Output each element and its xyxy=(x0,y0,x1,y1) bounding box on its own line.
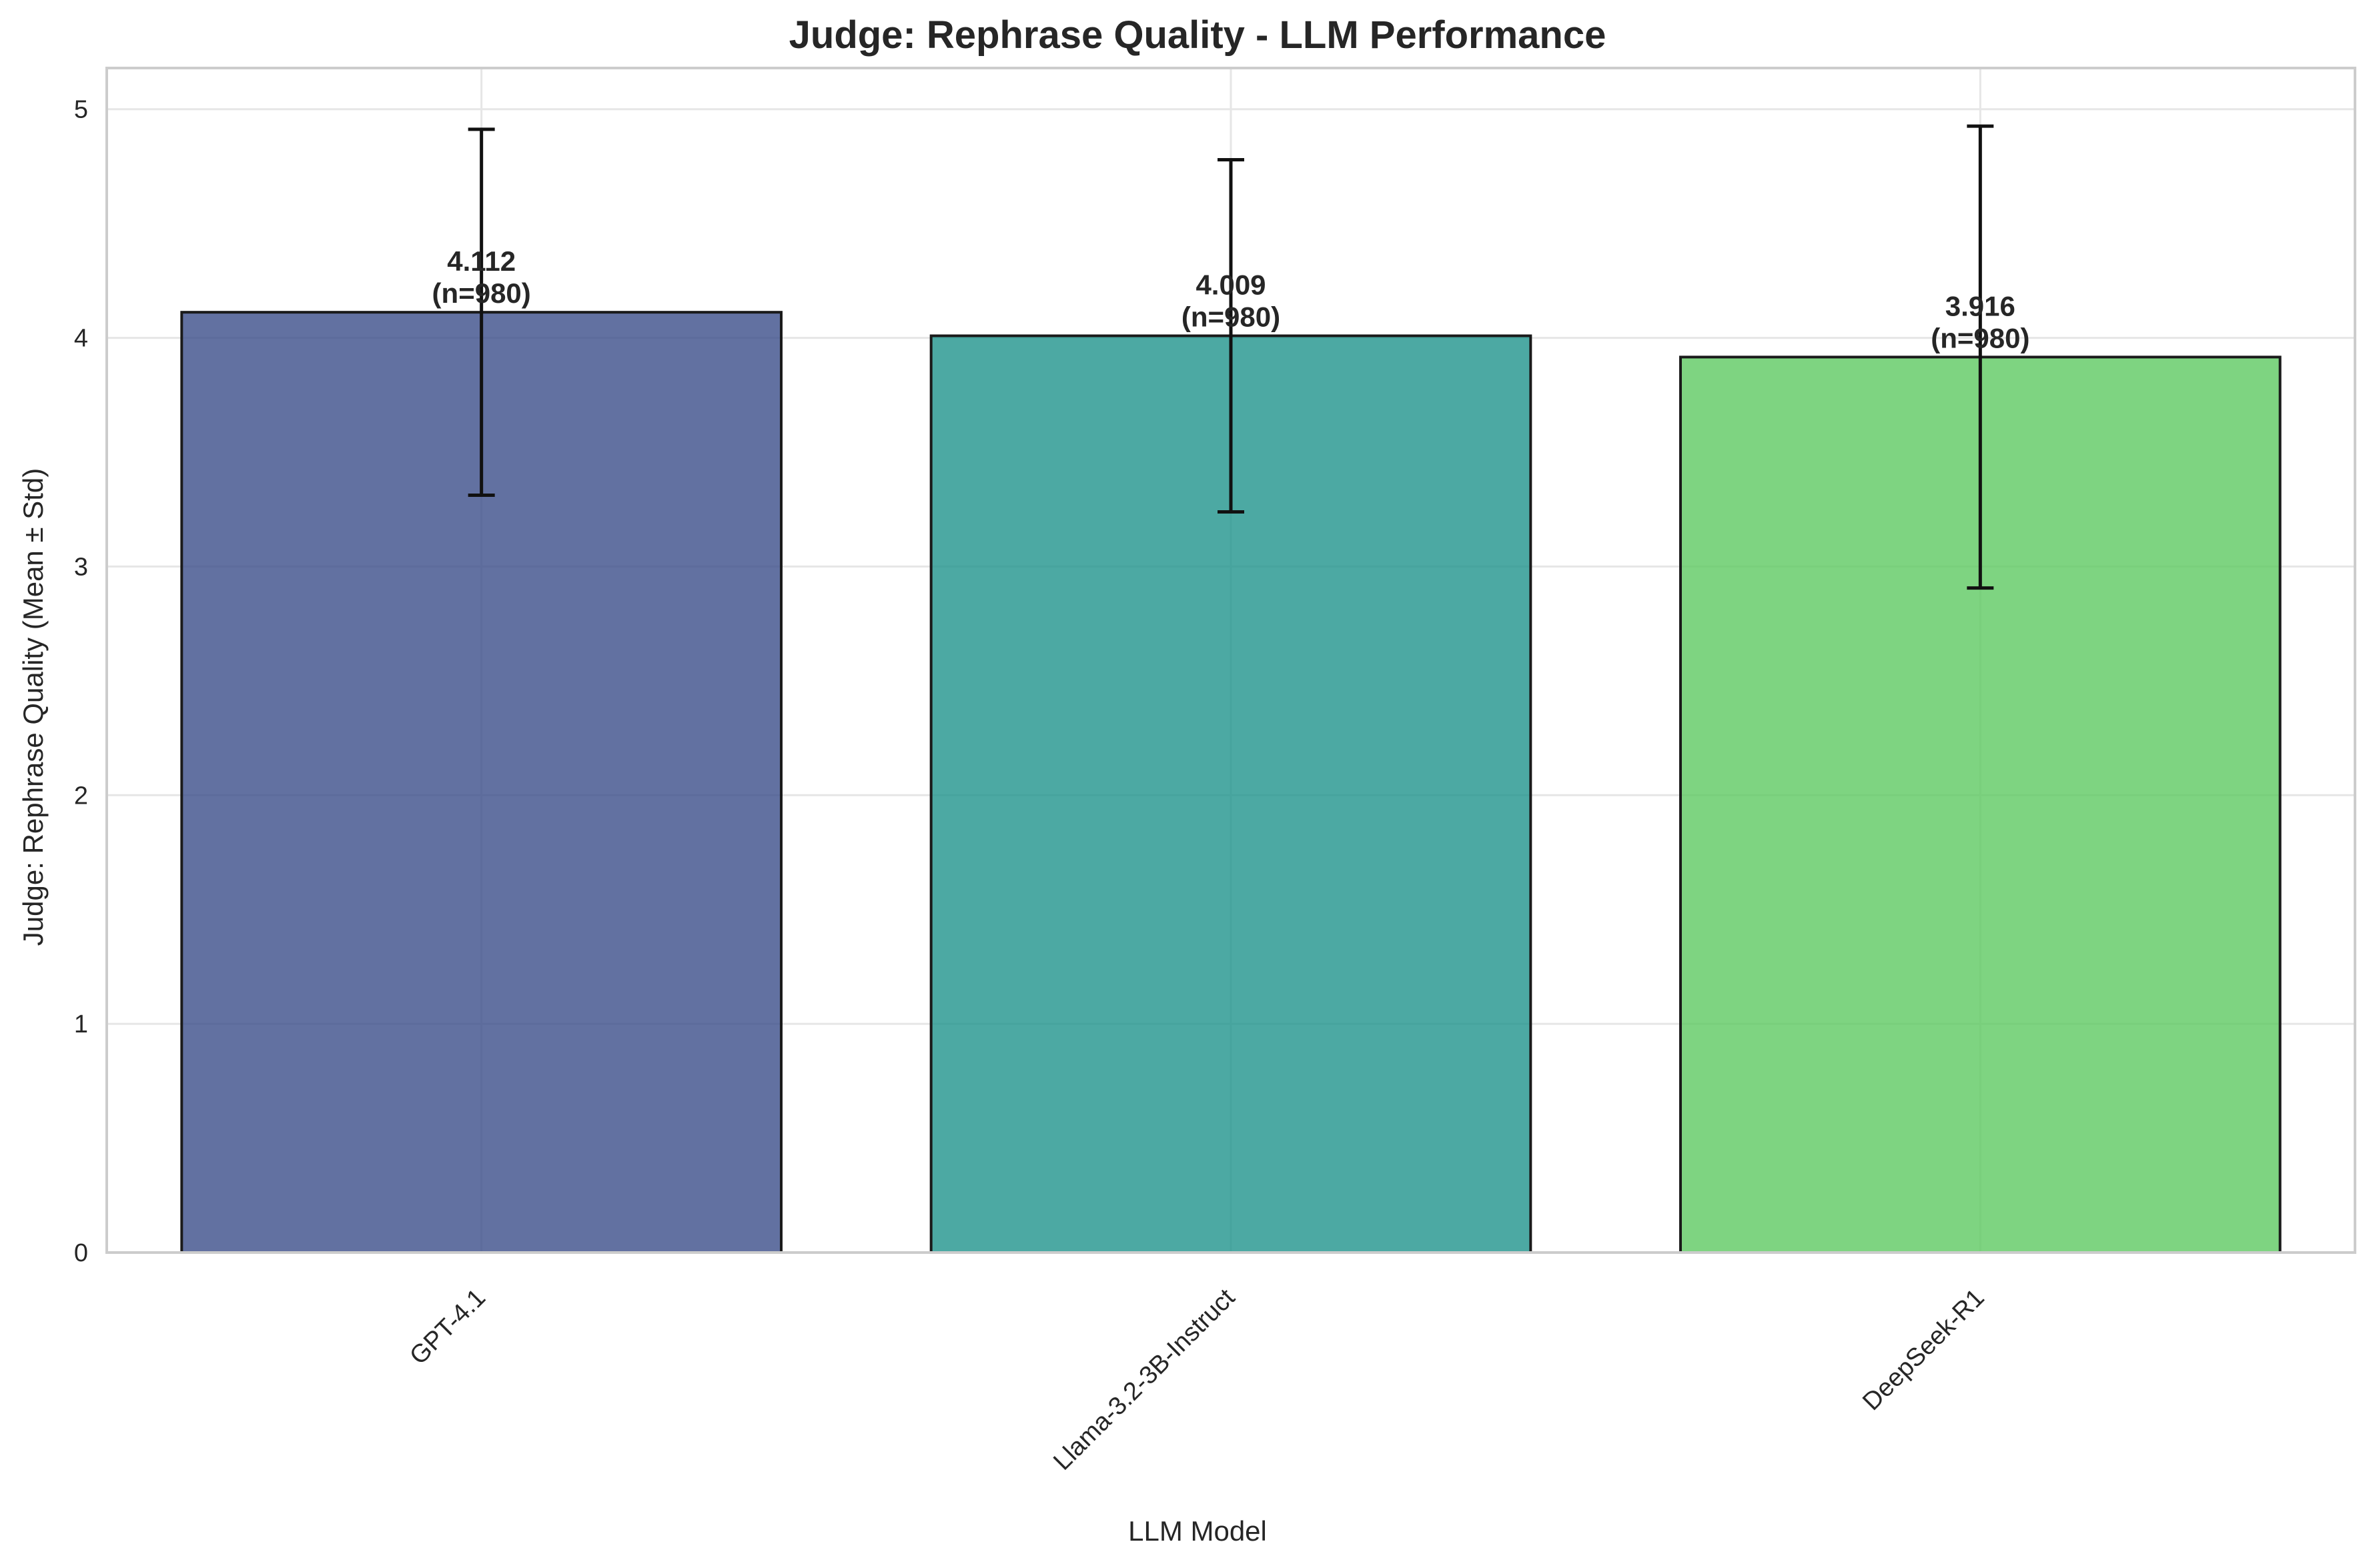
y-axis-ticks: 0 1 2 3 4 5 xyxy=(74,96,88,1267)
value-label-1: 4.009 xyxy=(1196,269,1266,300)
n-label-2: (n=980) xyxy=(1931,322,2029,353)
x-axis-label: LLM Model xyxy=(1128,1515,1267,1547)
n-label-1: (n=980) xyxy=(1181,301,1280,332)
y-tick-label: 5 xyxy=(74,96,88,124)
error-bars xyxy=(468,124,1994,590)
chart-title: Judge: Rephrase Quality - LLM Performanc… xyxy=(789,13,1606,57)
value-label-0: 4.112 xyxy=(447,245,516,277)
data-labels: 4.112(n=980) 4.009(n=980) 3.916(n=980) xyxy=(432,245,2030,353)
y-axis-label: Judge: Rephrase Quality (Mean ± Std) xyxy=(17,468,49,946)
y-tick-label: 1 xyxy=(74,1010,88,1038)
y-tick-label: 0 xyxy=(74,1239,88,1267)
value-label-2: 3.916 xyxy=(1945,290,2015,321)
y-tick-label: 2 xyxy=(74,782,88,810)
plot-frame xyxy=(105,67,2356,1254)
y-tick-label: 4 xyxy=(74,325,88,353)
n-label-0: (n=980) xyxy=(432,277,531,309)
y-tick-label: 3 xyxy=(74,553,88,581)
